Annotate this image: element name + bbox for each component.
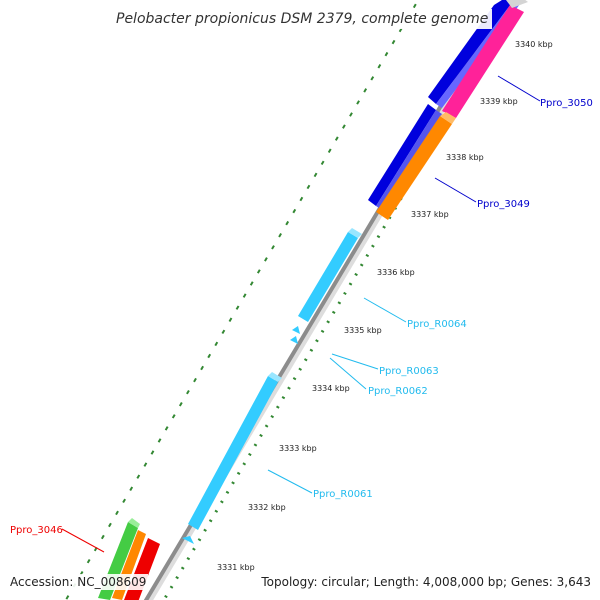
gene-ppro-r0064-top — [348, 228, 362, 238]
connector-ppro-r0064 — [363, 297, 407, 323]
tick-label: 3331 kbp — [217, 563, 255, 572]
gene-label-ppro-r0063[interactable]: Ppro_R0063 — [379, 366, 439, 377]
gene-ppro-3050[interactable] — [428, 0, 520, 104]
tick-label: 3338 kbp — [446, 153, 484, 162]
tick-label: 3337 kbp — [411, 210, 449, 219]
gene-orange[interactable] — [376, 116, 452, 220]
gene-label-ppro-3046[interactable]: Ppro_3046 — [10, 525, 63, 536]
tick-label: 3340 kbp — [515, 40, 553, 49]
tick-label: 3333 kbp — [279, 444, 317, 453]
gene-small-cyan[interactable] — [182, 536, 194, 544]
gene-ppro-3049[interactable] — [368, 104, 436, 206]
gene-ppro-3049-highlight — [376, 110, 442, 210]
tick-label: 3334 kbp — [312, 384, 350, 393]
gene-ppro-r0062[interactable] — [290, 336, 298, 344]
connector-ppro-r0063 — [331, 353, 379, 370]
gene-ppro-r0063[interactable] — [292, 326, 300, 334]
genome-summary: Topology: circular; Length: 4,008,000 bp… — [259, 574, 593, 590]
gene-ppro-r0061-top — [268, 372, 282, 382]
connector-ppro-3049 — [434, 177, 477, 203]
connector-ppro-3046 — [61, 528, 105, 553]
connector-ppro-3050 — [497, 75, 541, 102]
tick-label: 3335 kbp — [344, 326, 382, 335]
map-title: Pelobacter propionicus DSM 2379, complet… — [112, 9, 493, 29]
connector-ppro-r0062 — [329, 357, 367, 390]
gene-magenta-top — [506, 0, 528, 8]
inner-dotted-ring — [64, 0, 420, 600]
connector-ppro-r0061 — [267, 469, 313, 494]
gene-label-ppro-r0062[interactable]: Ppro_R0062 — [368, 386, 428, 397]
gene-label-ppro-r0061[interactable]: Ppro_R0061 — [313, 489, 373, 500]
gene-ppro-r0061[interactable] — [188, 376, 278, 530]
outer-dotted-ring — [162, 0, 520, 600]
tick-label: 3339 kbp — [480, 97, 518, 106]
accession-label: Accession: NC_008609 — [8, 574, 149, 590]
gene-orange-top — [440, 112, 456, 124]
gene-label-ppro-r0064[interactable]: Ppro_R0064 — [407, 319, 467, 330]
gene-magenta[interactable] — [442, 5, 524, 118]
gene-green-lower-top — [128, 518, 140, 528]
gene-label-ppro-3050[interactable]: Ppro_3050 — [540, 98, 593, 109]
gene-label-ppro-3049[interactable]: Ppro_3049 — [477, 199, 530, 210]
gene-ppro-r0064[interactable] — [298, 232, 358, 322]
tick-label: 3336 kbp — [377, 268, 415, 277]
tick-label: 3332 kbp — [248, 503, 286, 512]
